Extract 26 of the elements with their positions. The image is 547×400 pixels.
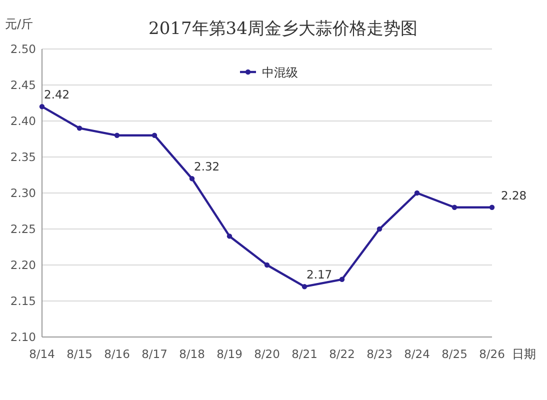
yticks[8]: 2.50 [10,42,36,56]
categories[4]: 8/18 [179,347,205,361]
yticks[3]: 2.25 [10,222,36,236]
yticks[1]: 2.15 [10,294,36,308]
ylabel: 元/斤 [5,17,34,31]
title: 2017年第34周金乡大蒜价格走势图 [148,19,418,39]
categories[7]: 8/21 [292,347,318,361]
categories[5]: 8/19 [216,347,242,361]
yticks[2]: 2.20 [10,258,36,272]
categories[6]: 8/20 [254,347,280,361]
yticks[0]: 2.10 [10,330,36,344]
series[0].name: 中混级 [262,66,298,80]
yticks[4]: 2.30 [10,186,36,200]
yticks[6]: 2.40 [10,114,36,128]
categories[12]: 8/26 [479,347,505,361]
categories[9]: 8/23 [366,347,392,361]
yticks[5]: 2.35 [10,150,36,164]
yticks[7]: 2.45 [10,78,36,92]
categories[11]: 8/25 [442,347,468,361]
categories[1]: 8/15 [66,347,92,361]
xlabel: 日期 [512,347,536,361]
categories[8]: 8/22 [329,347,355,361]
categories[3]: 8/17 [142,347,168,361]
categories[10]: 8/24 [404,347,430,361]
categories[0]: 8/14 [29,347,55,361]
categories[2]: 8/16 [104,347,130,361]
